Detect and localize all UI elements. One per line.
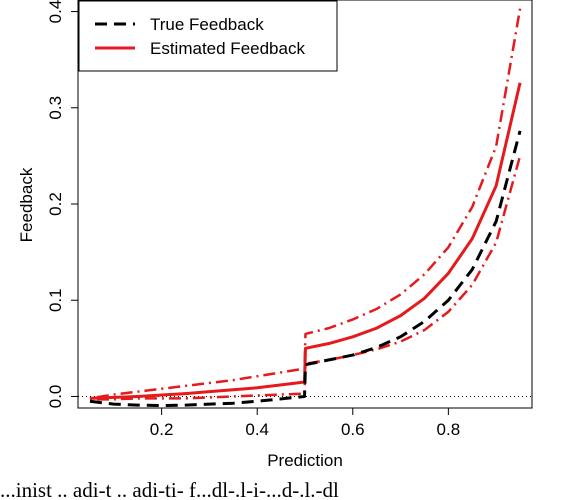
legend-box xyxy=(78,0,338,72)
series-line-true-feedback xyxy=(89,130,522,408)
series-line-estimated-feedback xyxy=(89,82,522,400)
y-tick-label: 0.0 xyxy=(46,385,65,409)
y-tick-label: 0.1 xyxy=(46,288,65,312)
x-tick-label: 0.8 xyxy=(437,420,461,439)
y-axis: 0.0 0.1 0.2 0.3 0.4 xyxy=(46,0,78,408)
legend-label-estimated-feedback: Estimated Feedback xyxy=(150,39,305,58)
caption-text: ...inist .. adi-t .. adi-ti- f...dl-.l-i… xyxy=(0,478,339,500)
x-axis-title: Prediction xyxy=(267,451,343,470)
x-tick-label: 0.4 xyxy=(245,420,269,439)
series-layer xyxy=(89,8,522,408)
legend-label-true-feedback: True Feedback xyxy=(150,15,264,34)
x-axis: 0.2 0.4 0.6 0.8 xyxy=(150,408,460,439)
y-axis-title: Feedback xyxy=(17,167,36,242)
y-tick-label: 0.4 xyxy=(46,0,65,23)
y-tick-label: 0.2 xyxy=(46,192,65,216)
x-tick-label: 0.6 xyxy=(341,420,365,439)
legend: True Feedback Estimated Feedback xyxy=(78,0,338,72)
x-tick-label: 0.2 xyxy=(150,420,174,439)
y-tick-label: 0.3 xyxy=(46,96,65,120)
